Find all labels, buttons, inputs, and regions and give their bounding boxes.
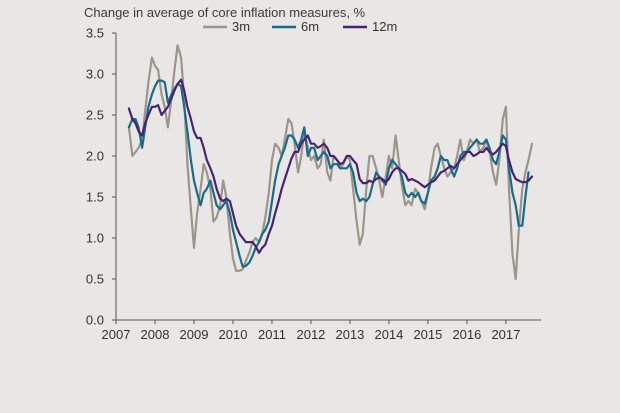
y-tick-label: 2.0 (86, 149, 104, 164)
x-tick-label: 2016 (452, 327, 481, 342)
x-tick-label: 2011 (258, 327, 286, 342)
x-tick-label: 2015 (413, 327, 442, 342)
x-tick-label: 2012 (296, 327, 325, 342)
chart-axes (115, 33, 541, 321)
series-line-6m (127, 79, 530, 268)
x-tick-label: 2014 (374, 327, 403, 342)
series-line-3m (127, 44, 534, 281)
y-tick-label: 3.5 (86, 26, 104, 41)
legend-label-12m: 12m (372, 19, 397, 34)
y-tick-label: 2.5 (86, 108, 104, 123)
x-tick-label: 2010 (219, 327, 248, 342)
x-tick-label: 2008 (141, 327, 170, 342)
y-tick-label: 1.0 (86, 231, 104, 246)
legend-label-3m: 3m (232, 19, 250, 34)
y-tick-label: 3.0 (86, 67, 104, 82)
legend-label-6m: 6m (301, 19, 319, 34)
series-line-12m (127, 78, 534, 254)
y-tick-label: 0.5 (86, 272, 104, 287)
chart-legend: 3m 6m 12m (203, 19, 397, 34)
chart-title: Change in average of core inflation meas… (84, 5, 366, 20)
y-tick-label: 0.0 (86, 313, 104, 328)
x-tick-label: 2013 (335, 327, 364, 342)
x-tick-label: 2007 (102, 327, 131, 342)
x-tick-label: 2017 (491, 327, 520, 342)
chart-series (127, 44, 534, 281)
chart-ticks: 0.0 0.5 1.0 1.5 2.0 2.5 3.0 3.5 2007 2008 2009 2010… (86, 26, 520, 343)
y-tick-label: 1.5 (86, 190, 104, 205)
x-tick-label: 2009 (180, 327, 209, 342)
